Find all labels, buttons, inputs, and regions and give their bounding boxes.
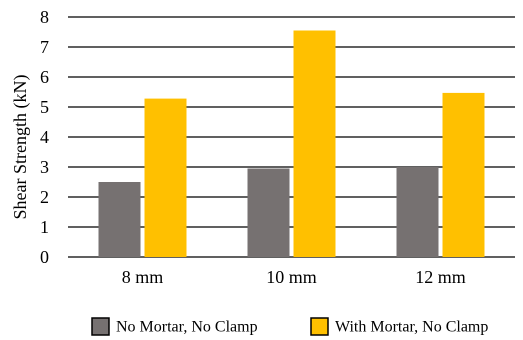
y-tick-label: 4 xyxy=(40,127,49,147)
bar-no-mortar-2 xyxy=(396,167,439,257)
bar-with-mortar-2 xyxy=(442,92,485,258)
y-axis-title: Shear Strength (kN) xyxy=(10,75,31,220)
legend-swatch xyxy=(91,317,110,336)
legend-label: No Mortar, No Clamp xyxy=(116,319,258,336)
legend-label: With Mortar, No Clamp xyxy=(335,319,488,336)
y-tick-label: 0 xyxy=(40,247,49,267)
y-tick-labels: 0 1 2 3 4 5 6 7 8 xyxy=(40,7,49,267)
y-tick-label: 2 xyxy=(40,187,49,207)
bars xyxy=(98,30,485,258)
legend: No Mortar, No Clamp With Mortar, No Clamp xyxy=(91,317,488,336)
y-tick-label: 3 xyxy=(40,157,49,177)
bar-no-mortar-1 xyxy=(247,168,290,257)
category-label: 12 mm xyxy=(415,267,466,287)
category-label: 10 mm xyxy=(266,267,317,287)
y-tick-label: 6 xyxy=(40,67,49,87)
y-tick-label: 1 xyxy=(40,217,49,237)
gridlines xyxy=(68,16,515,258)
y-tick-label: 8 xyxy=(40,7,49,27)
category-label: 8 mm xyxy=(122,267,164,287)
bar-with-mortar-1 xyxy=(293,30,336,257)
legend-swatch xyxy=(310,317,329,336)
bar-with-mortar-0 xyxy=(144,98,187,257)
y-tick-label: 5 xyxy=(40,97,49,117)
category-labels: 8 mm 10 mm 12 mm xyxy=(122,267,466,287)
y-tick-label: 7 xyxy=(40,37,49,57)
bar-no-mortar-0 xyxy=(98,182,141,257)
